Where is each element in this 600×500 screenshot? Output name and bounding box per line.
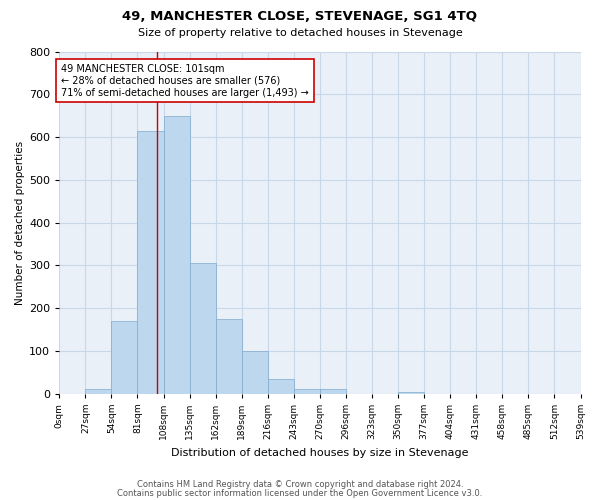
Bar: [268, 379, 294, 394]
Text: Contains public sector information licensed under the Open Government Licence v3: Contains public sector information licen…: [118, 488, 482, 498]
Bar: [190, 264, 215, 394]
Text: Size of property relative to detached houses in Stevenage: Size of property relative to detached ho…: [137, 28, 463, 38]
Bar: [320, 388, 346, 394]
Y-axis label: Number of detached properties: Number of detached properties: [15, 140, 25, 304]
X-axis label: Distribution of detached houses by size in Stevenage: Distribution of detached houses by size …: [171, 448, 469, 458]
Bar: [294, 388, 320, 394]
Bar: [242, 351, 268, 394]
Text: 49, MANCHESTER CLOSE, STEVENAGE, SG1 4TQ: 49, MANCHESTER CLOSE, STEVENAGE, SG1 4TQ: [122, 10, 478, 23]
Text: 49 MANCHESTER CLOSE: 101sqm
← 28% of detached houses are smaller (576)
71% of se: 49 MANCHESTER CLOSE: 101sqm ← 28% of det…: [61, 64, 309, 98]
Bar: [164, 116, 190, 394]
Text: Contains HM Land Registry data © Crown copyright and database right 2024.: Contains HM Land Registry data © Crown c…: [137, 480, 463, 489]
Bar: [398, 392, 424, 394]
Bar: [137, 130, 164, 394]
Bar: [215, 319, 242, 394]
Bar: [112, 321, 137, 394]
Bar: [85, 388, 112, 394]
